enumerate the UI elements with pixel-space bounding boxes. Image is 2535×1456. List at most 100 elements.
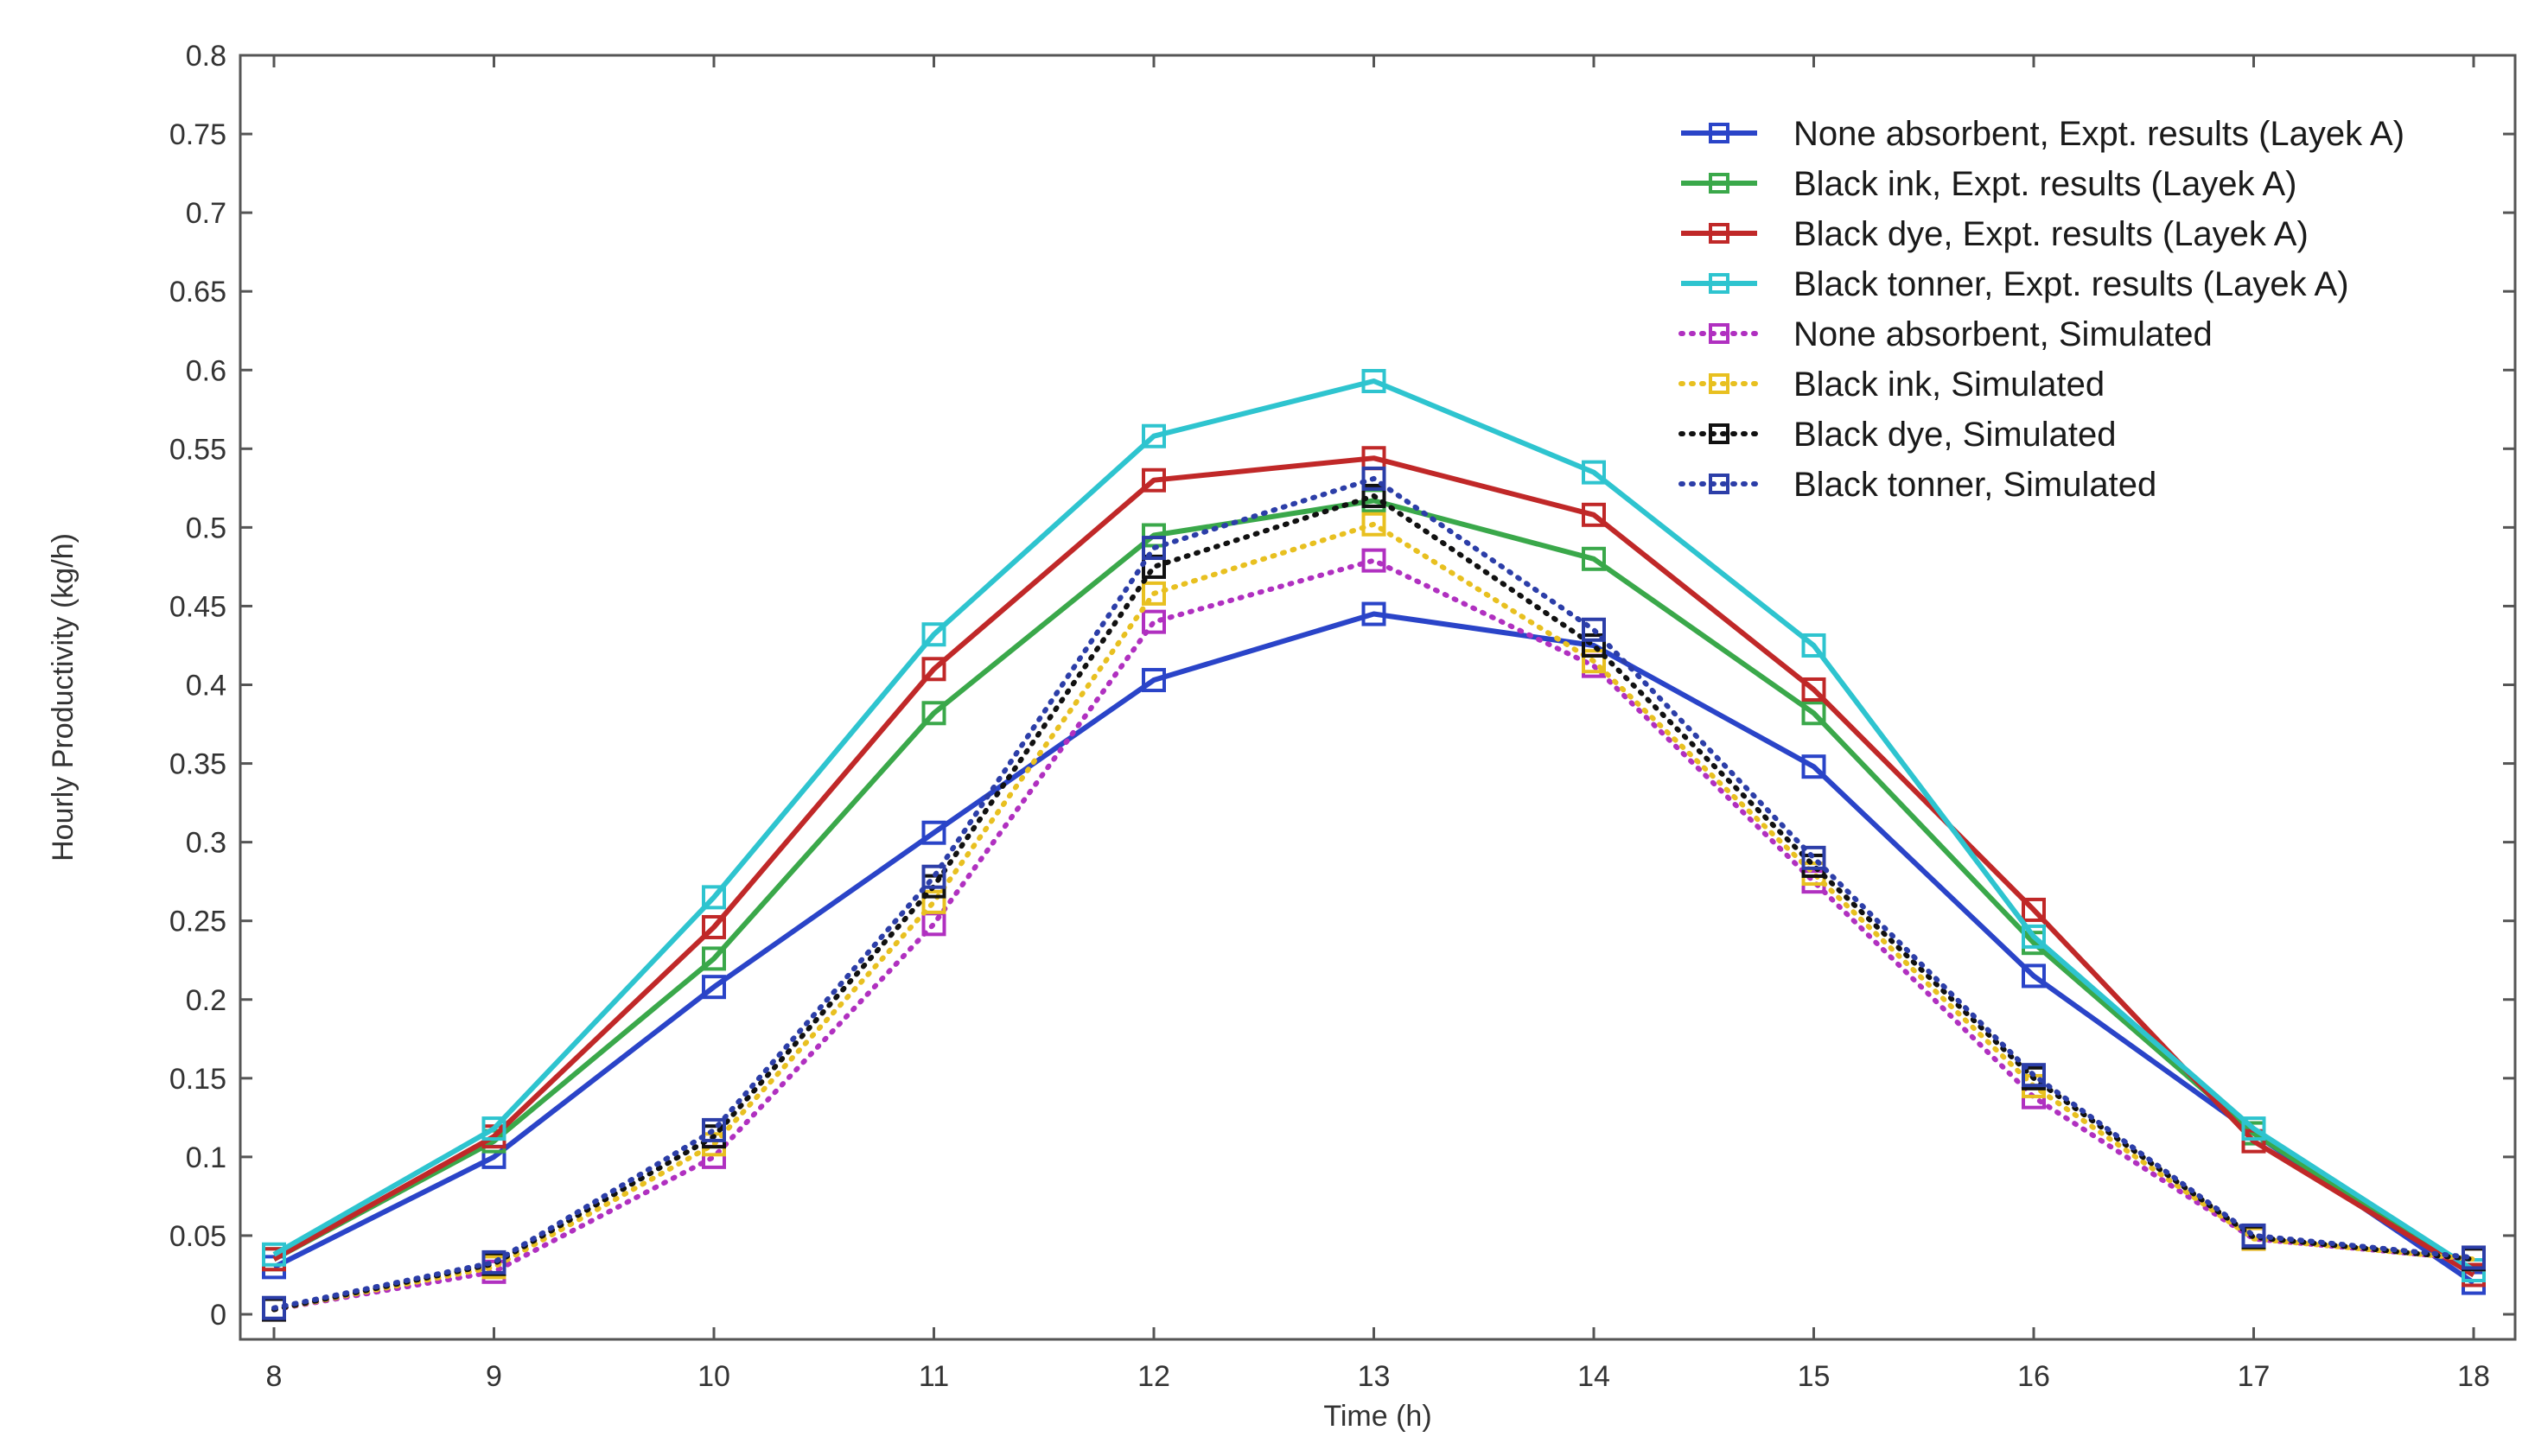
data-point-marker (1142, 536, 1166, 561)
data-point-marker (1142, 423, 1166, 448)
data-point-marker (1361, 512, 1386, 537)
data-point-marker (1582, 502, 1606, 527)
data-point-marker (921, 864, 946, 889)
legend-item: Black tonner, Expt. results (Layek A) (1681, 265, 2349, 303)
series-line (272, 378, 2475, 1273)
series-line (271, 493, 2476, 1313)
y-tick-label: 0.45 (169, 590, 226, 623)
legend-item: Black tonner, Simulated (1678, 466, 2156, 504)
y-tick-label: 0.7 (186, 197, 226, 230)
y-tick-label: 0.3 (186, 827, 226, 860)
legend-marker-swatch (1709, 223, 1729, 244)
data-point-marker (1801, 754, 1826, 779)
x-tick-label: 9 (486, 1360, 502, 1393)
x-tick-label: 13 (1358, 1360, 1391, 1393)
data-point-marker (921, 657, 946, 682)
y-tick-label: 0.2 (186, 984, 226, 1017)
data-point-marker (1801, 869, 1826, 894)
data-point-marker (1361, 601, 1386, 626)
legend-label: Black ink, Simulated (1793, 366, 2105, 404)
series-line (272, 498, 2475, 1278)
series-line (271, 521, 2476, 1313)
legend-label: Black ink, Expt. results (Layek A) (1793, 165, 2296, 203)
x-tick-label: 12 (1137, 1360, 1170, 1393)
y-tick-label: 0.25 (169, 906, 226, 938)
x-tick-label: 16 (2017, 1360, 2050, 1393)
data-point-marker (2241, 1116, 2266, 1141)
y-tick-label: 0.55 (169, 433, 226, 466)
legend-item: Black dye, Simulated (1678, 416, 2117, 454)
data-point-marker (2462, 1245, 2486, 1270)
x-tick-label: 18 (2457, 1360, 2490, 1393)
series-1 (262, 601, 2486, 1295)
data-point-marker (702, 914, 726, 939)
data-point-marker (921, 820, 946, 845)
legend-item: Black ink, Expt. results (Layek A) (1681, 165, 2296, 203)
x-tick-label: 10 (697, 1360, 730, 1393)
data-point-marker (1361, 483, 1386, 508)
legend-label: None absorbent, Expt. results (Layek A) (1793, 115, 2404, 153)
legend-marker-swatch (1709, 423, 1729, 444)
series-layer (262, 368, 2486, 1322)
legend-marker-swatch (1709, 323, 1729, 344)
y-tick-label: 0.5 (186, 512, 226, 544)
data-point-marker (1801, 845, 1826, 870)
legend-item: Black dye, Expt. results (Layek A) (1681, 215, 2309, 253)
plot-frame (239, 54, 2517, 1341)
data-point-marker (1582, 617, 1606, 642)
y-tick-label: 0.4 (186, 670, 226, 703)
data-point-marker (1361, 548, 1386, 573)
data-point-marker (1801, 853, 1826, 878)
data-point-marker (1582, 649, 1606, 674)
data-point-marker (921, 622, 946, 647)
series-7 (262, 483, 2486, 1322)
data-point-marker (1801, 633, 1826, 658)
data-point-marker (702, 946, 726, 971)
data-point-marker (2022, 963, 2046, 989)
data-point-marker (702, 975, 726, 1000)
data-point-marker (2022, 897, 2046, 922)
data-point-marker (1582, 546, 1606, 571)
legend-label: Black tonner, Expt. results (Layek A) (1793, 265, 2349, 303)
x-tick-label: 17 (2238, 1360, 2271, 1393)
data-point-marker (481, 1116, 506, 1141)
data-point-marker (2241, 1223, 2266, 1248)
axes-layer: 0 0.05 0.1 0.15 0.2 0.25 0.3 0.35 0.4 0.45 0.5 0.55… (47, 40, 2517, 1433)
y-tick-label: 0.6 (186, 354, 226, 387)
legend-item: None absorbent, Simulated (1678, 315, 2213, 353)
legend-marker-swatch (1709, 173, 1729, 194)
data-point-marker (702, 885, 726, 910)
y-axis-title: Hourly Productivity (kg/h) (47, 533, 80, 862)
legend-marker-swatch (1709, 474, 1729, 494)
y-tick-label: 0.05 (169, 1220, 226, 1253)
x-axis-title: Time (h) (1323, 1400, 1431, 1433)
y-tick-label: 0 (210, 1299, 226, 1332)
x-tick-label: 15 (1798, 1360, 1831, 1393)
data-point-marker (1142, 581, 1166, 606)
x-tick-label: 14 (1577, 1360, 1610, 1393)
data-point-marker (702, 1117, 726, 1142)
data-point-marker (1582, 460, 1606, 485)
legend-marker-swatch (1709, 273, 1729, 294)
legend-label: Black dye, Simulated (1793, 416, 2117, 454)
data-point-marker (262, 1242, 286, 1267)
legend-marker-swatch (1709, 123, 1729, 143)
series-line (271, 475, 2476, 1311)
data-point-marker (1142, 609, 1166, 634)
legend-marker-swatch (1709, 373, 1729, 394)
y-tick-label: 0.8 (186, 40, 226, 73)
data-point-marker (262, 1295, 286, 1320)
data-point-marker (1142, 668, 1166, 693)
series-line (272, 455, 2475, 1278)
data-point-marker (2022, 1063, 2046, 1088)
data-point-marker (921, 701, 946, 726)
series-8 (262, 466, 2486, 1320)
data-point-marker (921, 889, 946, 914)
series-line (271, 557, 2476, 1313)
x-tick-label: 11 (919, 1360, 949, 1393)
data-point-marker (1361, 466, 1386, 491)
data-point-marker (1801, 701, 1826, 726)
legend-label: None absorbent, Simulated (1793, 315, 2213, 353)
legend-label: Black tonner, Simulated (1793, 466, 2156, 504)
y-tick-label: 0.1 (186, 1141, 226, 1174)
